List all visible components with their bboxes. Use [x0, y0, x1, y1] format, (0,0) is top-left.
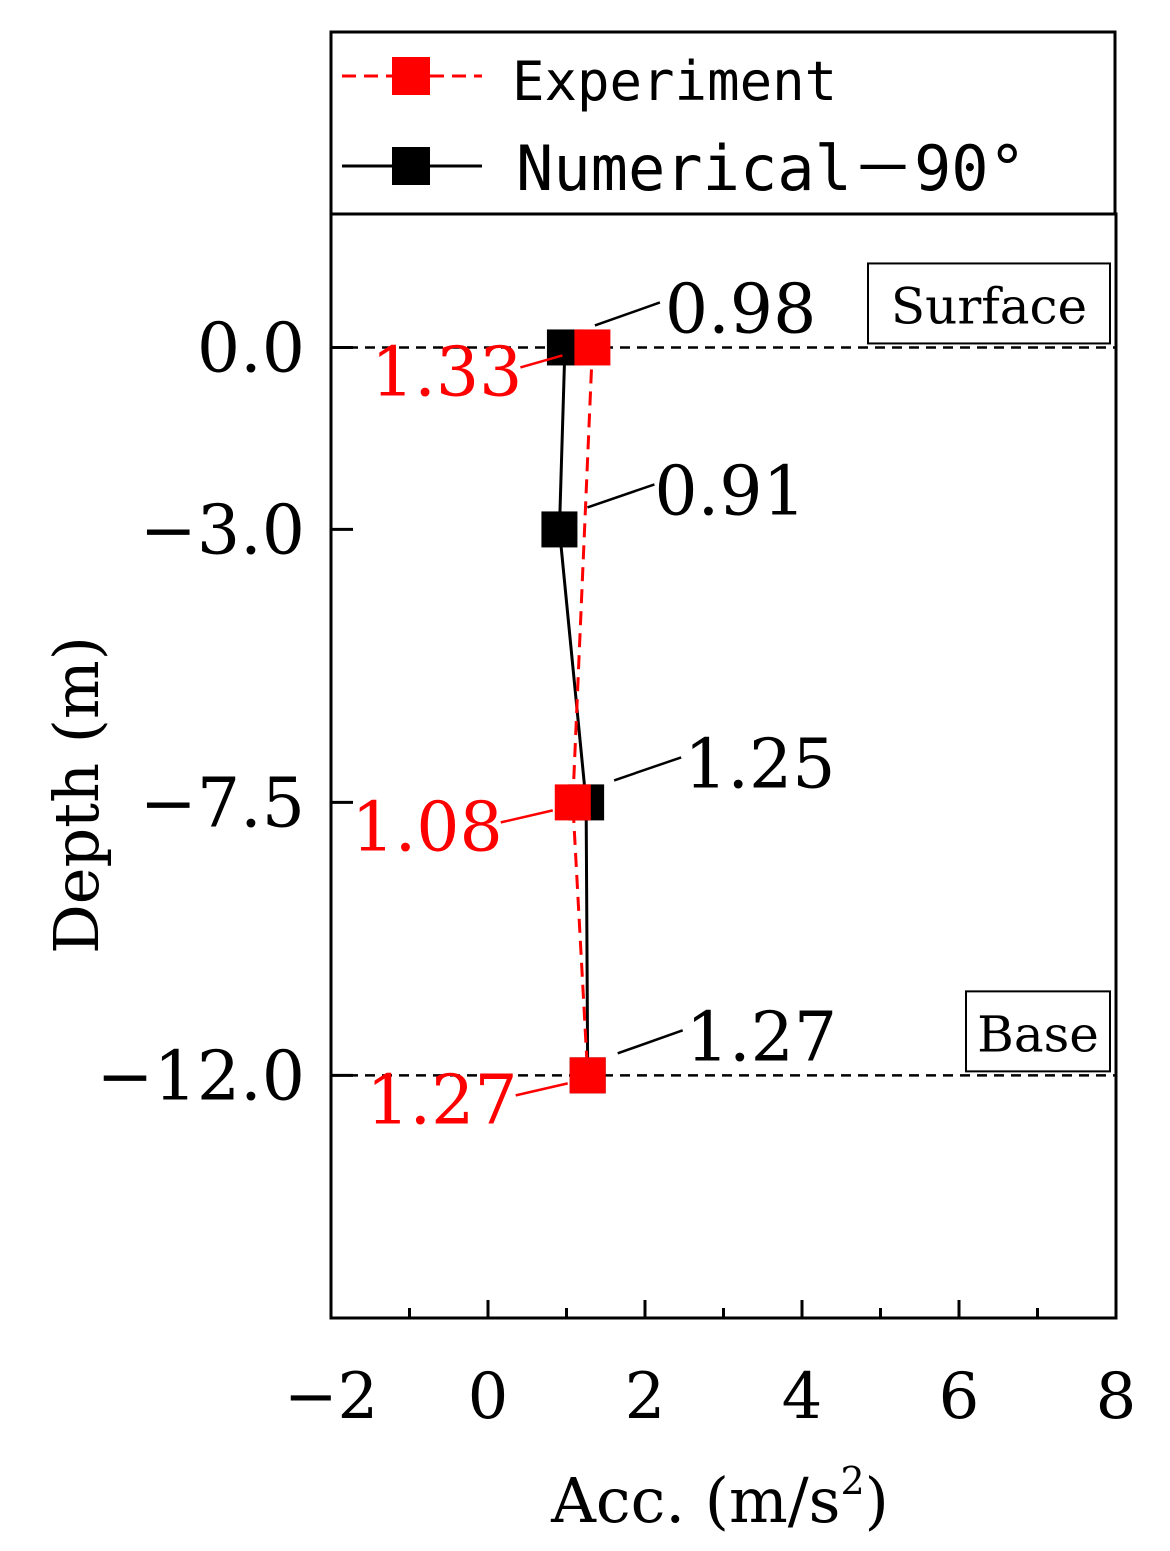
reference-label-surface: Surface: [891, 277, 1087, 335]
data-label-numerical: 1.25: [684, 725, 835, 804]
data-label-numerical: 0.98: [665, 270, 816, 349]
annotation-leader-numerical: [587, 483, 655, 509]
legend-numerical-label: Numerical－90°: [516, 132, 1026, 205]
legend: Experiment Numerical－90°: [329, 30, 1117, 216]
data-label-experiment: 1.08: [351, 788, 502, 867]
reference-label-box-surface: [867, 262, 1111, 345]
data-label-experiment: 1.33: [371, 333, 522, 412]
x-axis-title: Acc. (m/s2): [550, 1459, 889, 1537]
data-point-numerical: [541, 511, 578, 548]
x-tick-label: −2: [284, 1360, 378, 1434]
x-tick-label: 6: [939, 1360, 980, 1434]
y-tick-label: 0.0: [197, 309, 305, 388]
x-tick-label: 8: [1096, 1360, 1137, 1434]
series-line-experiment: [571, 347, 594, 1076]
x-axis: −2 0 2 4 6 8: [284, 1300, 1137, 1434]
x-axis-title-end: ): [865, 1464, 889, 1537]
legend-numerical-marker: [392, 147, 430, 185]
y-tick-label: −7.5: [140, 764, 305, 843]
y-axis: 0.0 −3.0 −7.5 −12.0: [97, 309, 353, 1116]
annotation-leader-experiment: [520, 354, 563, 369]
reference-label-box-base: [965, 990, 1111, 1073]
reference-label-base: Base: [977, 1005, 1099, 1063]
x-tick-label: 4: [782, 1360, 823, 1434]
annotation-leader-numerical: [617, 1029, 684, 1055]
data-point-experiment: [574, 329, 611, 366]
x-axis-title-main: Acc. (m/s: [550, 1464, 840, 1537]
x-tick-label: 2: [625, 1360, 666, 1434]
y-tick-label: −12.0: [97, 1037, 305, 1116]
annotation-leader-experiment: [515, 1082, 568, 1097]
annotation-leader-numerical: [613, 756, 682, 782]
reference-lines: Surface Base: [331, 262, 1116, 1077]
annotation-layer: 0.98 0.91 1.25 1.27 1.33 1.08 1.27: [351, 270, 837, 1140]
series-layer: [541, 329, 611, 1094]
y-axis-title: Depth (m): [40, 636, 113, 954]
series-line-numerical: [557, 347, 590, 1076]
data-label-experiment: 1.27: [366, 1061, 517, 1140]
x-tick-label: 0: [468, 1360, 509, 1434]
annotation-leader-experiment: [500, 809, 554, 824]
legend-experiment-label: Experiment: [512, 50, 837, 113]
data-point-experiment: [569, 1057, 606, 1094]
y-tick-label: −3.0: [140, 491, 305, 570]
data-label-numerical: 1.27: [686, 998, 837, 1077]
x-axis-title-superscript: 2: [840, 1459, 864, 1503]
data-label-numerical: 0.91: [654, 452, 805, 531]
legend-experiment-marker: [392, 57, 430, 95]
legend-frame: [329, 30, 1117, 216]
data-point-experiment: [554, 784, 591, 821]
annotation-leader-numerical: [594, 301, 661, 327]
